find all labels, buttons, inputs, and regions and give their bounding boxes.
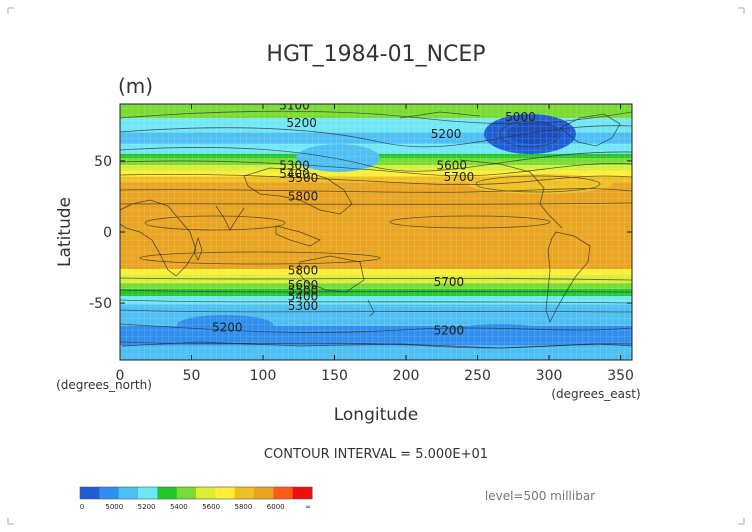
contour-label: 5000 — [505, 110, 536, 124]
contour-label: 5200 — [286, 116, 317, 130]
y-axis: -50 0 50 — [89, 154, 632, 312]
colorbar-swatch — [273, 487, 294, 499]
x-tick-label: 0 — [116, 368, 125, 384]
colorbar-label: 5200 — [138, 503, 156, 511]
colorbar-swatch — [138, 487, 158, 499]
y-axis-note: (degrees_north) — [56, 378, 152, 392]
colorbar: 0 5000 5200 5400 5600 5800 6000 ∞ — [79, 486, 313, 511]
x-tick-label: 150 — [321, 368, 348, 384]
y-tick-label: 50 — [94, 154, 112, 170]
colorbar-swatch — [99, 487, 120, 499]
colorbar-swatch — [234, 487, 255, 499]
colorbar-label: ∞ — [305, 503, 311, 511]
colorbar-swatch — [254, 487, 274, 499]
x-tick-label: 350 — [607, 368, 634, 384]
x-axis-note: (degrees_east) — [551, 387, 640, 401]
contour-labels: 5100520052005000530054005500560057005800… — [212, 99, 536, 337]
contour-label: 5800 — [288, 264, 319, 278]
corner-mark-bottom-right — [738, 518, 745, 525]
colorbar-swatch — [118, 487, 139, 499]
colorbar-swatch — [176, 487, 197, 499]
x-tick-label: 100 — [250, 368, 277, 384]
y-axis-label: Latitude — [55, 197, 75, 267]
grid-overlay — [120, 104, 632, 360]
colorbar-swatch — [292, 487, 313, 499]
contour-interval-text: CONTOUR INTERVAL = 5.000E+01 — [264, 447, 488, 462]
colorbar-label: 5600 — [202, 503, 220, 511]
corner-mark-bottom-left — [7, 518, 14, 525]
contour-label: 5600 — [288, 278, 319, 292]
x-tick-label: 300 — [536, 368, 563, 384]
units-label: (m) — [118, 74, 153, 98]
plot-area: 5100520052005000530054005500560057005800… — [120, 99, 632, 360]
colorbar-label: 5800 — [235, 503, 253, 511]
colorbar-label: 5400 — [170, 503, 188, 511]
contour-label: 5800 — [288, 190, 319, 204]
contour-label: 5200 — [434, 323, 465, 337]
x-axis: 0 50 100 150 200 250 300 350 — [116, 104, 634, 384]
y-tick-label: -50 — [89, 296, 112, 312]
colorbar-label: 0 — [80, 503, 84, 511]
x-tick-label: 50 — [183, 368, 201, 384]
colorbar-label: 5000 — [105, 503, 123, 511]
contour-label: 5200 — [431, 127, 462, 141]
contour-label: 5100 — [279, 99, 310, 113]
contour-label: 5200 — [212, 321, 243, 335]
contour-label: 5400 — [288, 289, 319, 303]
colorbar-swatch — [157, 487, 178, 499]
corner-mark-top-left — [7, 7, 14, 14]
coastlines — [120, 111, 632, 349]
colorbar-swatch — [196, 487, 216, 499]
contour-label: 5300 — [288, 299, 319, 313]
x-axis-label: Longitude — [334, 405, 419, 425]
x-tick-label: 250 — [464, 368, 491, 384]
colorbar-swatch — [215, 487, 236, 499]
contour-label: 5400 — [279, 167, 310, 181]
corner-mark-top-right — [738, 7, 745, 14]
x-tick-label: 200 — [393, 368, 420, 384]
colorbar-swatch — [80, 487, 100, 499]
contour-label: 5500 — [288, 284, 319, 298]
contour-label: 5700 — [444, 170, 475, 184]
colorbar-frame — [79, 486, 313, 500]
contour-label: 5300 — [279, 158, 310, 172]
contour-label: 5600 — [437, 158, 468, 172]
colorbar-label: 6000 — [267, 503, 285, 511]
chart-title: HGT_1984-01_NCEP — [266, 42, 485, 67]
contour-label: 5700 — [434, 275, 465, 289]
y-tick-label: 0 — [103, 225, 112, 241]
level-text: level=500 millibar — [485, 489, 595, 503]
contour-label: 5500 — [288, 171, 319, 185]
